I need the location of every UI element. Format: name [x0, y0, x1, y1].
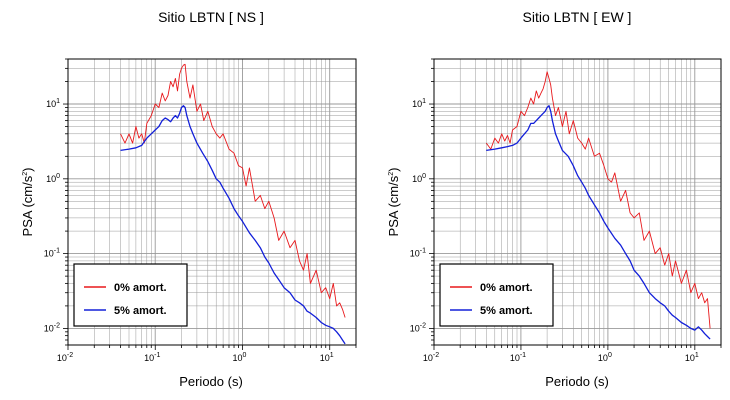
legend-box [439, 263, 554, 327]
x-axis-label: Periodo (s) [545, 374, 609, 389]
y-tick-label: 101 [412, 98, 426, 109]
y-tick-label: 101 [46, 98, 60, 109]
legend-box [73, 263, 188, 327]
plot-frame [433, 58, 722, 346]
legend-label-damped: 5% amort. [114, 305, 167, 317]
series-layer [485, 71, 711, 340]
x-tick-label: 101 [320, 352, 334, 363]
x-tick-labels: 10-2 10-1 100 101 [423, 352, 699, 363]
chart-panel-ns: Sitio LBTN [ NS ] 10-2 10-1 100 101 10-210-… [20, 9, 357, 389]
y-tick-label: 10-2 [44, 322, 60, 333]
chart-panel-ew: Sitio LBTN [ EW ] 10-2 10-1 100 101 10-210-… [386, 9, 722, 389]
y-axis-label: PSA (cm/s2) [386, 168, 401, 237]
y-tick-labels: 10-2 10-1 100 101 [410, 98, 426, 333]
x-tick-label: 100 [233, 352, 247, 363]
y-tick-label: 10-1 [410, 248, 426, 259]
y-tick-label: 10-2 [410, 322, 426, 333]
legend-label-damped: 5% amort. [480, 305, 533, 317]
plot-frame [67, 58, 357, 346]
y-tick-label: 10-1 [44, 248, 60, 259]
y-tick-label: 100 [46, 173, 60, 184]
series-line-undamped [485, 71, 711, 329]
series-line-damped [120, 105, 346, 345]
y-tick-labels: 10-2 10-1 100 101 [44, 98, 60, 333]
legend: 0% amort. 5% amort. [439, 263, 554, 327]
legend-label-undamped: 0% amort. [480, 282, 533, 294]
chart-title: Sitio LBTN [ NS ] [158, 9, 264, 25]
y-tick-label: 100 [412, 173, 426, 184]
legend: 0% amort. 5% amort. [73, 263, 188, 327]
x-tick-label: 10-1 [144, 352, 160, 363]
x-tick-label: 10-2 [423, 352, 439, 363]
series-layer [120, 63, 346, 345]
x-tick-label: 100 [598, 352, 612, 363]
series-line-undamped [120, 63, 346, 318]
series-line-damped [486, 105, 711, 340]
x-tick-label: 10-2 [57, 352, 73, 363]
legend-label-undamped: 0% amort. [114, 282, 167, 294]
y-axis-label: PSA (cm/s2) [20, 168, 35, 237]
x-tick-label: 101 [685, 352, 699, 363]
chart-title: Sitio LBTN [ EW ] [523, 9, 632, 25]
x-axis-label: Periodo (s) [179, 374, 243, 389]
x-tick-labels: 10-2 10-1 100 101 [57, 352, 334, 363]
x-tick-label: 10-1 [510, 352, 526, 363]
